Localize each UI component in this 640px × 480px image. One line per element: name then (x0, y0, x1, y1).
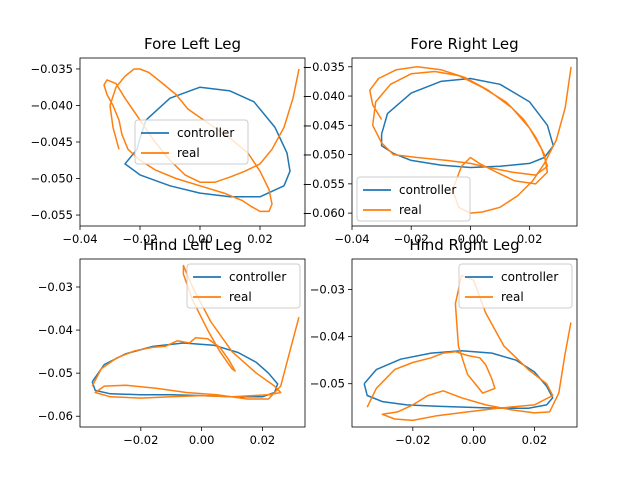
legend-label-real: real (177, 146, 200, 160)
legend-label-controller: controller (177, 126, 234, 140)
subplot-title: Hind Right Leg (409, 236, 519, 254)
subplot-title: Fore Right Leg (410, 35, 518, 53)
subplot-4: Hind Right Leg −0.02 0.00 0.02 −0.05 −0.04 −0.… (310, 236, 578, 447)
series-line-real (103, 68, 300, 213)
y-tick-label: −0.035 (302, 60, 345, 74)
axes-frame (79, 258, 306, 428)
y-tick-label: −0.035 (30, 62, 73, 76)
x-tick-label: −0.04 (62, 232, 97, 246)
x-tick-label: 0.02 (250, 433, 276, 447)
x-tick-label: −0.04 (334, 232, 369, 246)
series-line-real (366, 274, 572, 422)
subplot-2: Fore Right Leg −0.04 −0.02 0.00 0.02 −0.060 −0… (302, 35, 578, 246)
x-tick-label: 0.02 (247, 232, 273, 246)
y-tick-label: −0.04 (38, 323, 73, 337)
legend: controller real (356, 176, 471, 222)
x-tick-label: −0.02 (122, 232, 157, 246)
x-tick-label: −0.02 (395, 433, 430, 447)
legend: controller real (134, 119, 249, 165)
x-tick-label: 0.00 (461, 433, 487, 447)
axes-frame (351, 57, 578, 227)
y-tick-label: −0.055 (30, 208, 73, 222)
legend-label-real: real (501, 290, 524, 304)
series-line-controller (363, 350, 554, 409)
y-tick-label: −0.040 (30, 98, 73, 112)
y-tick-label: −0.045 (302, 118, 345, 132)
y-tick-label: −0.045 (30, 135, 73, 149)
subplot-1: Fore Left Leg −0.04 −0.02 0.00 0.02 −0.055 −0.… (30, 35, 306, 246)
series-line-controller (91, 342, 279, 398)
y-tick-label: −0.06 (38, 409, 73, 423)
legend-label-real: real (229, 290, 252, 304)
series-line-controller (380, 77, 555, 169)
x-tick-label: 0.02 (517, 232, 543, 246)
legend-label-real: real (399, 203, 422, 217)
legend-label-controller: controller (501, 270, 558, 284)
series-line-controller (124, 86, 291, 198)
legend: controller real (458, 263, 573, 309)
axes-frame (351, 258, 578, 428)
y-tick-label: −0.04 (310, 330, 345, 344)
subplot-title: Fore Left Leg (144, 35, 241, 53)
subplot-title: Hind Left Leg (143, 236, 242, 254)
x-tick-label: 0.00 (187, 232, 213, 246)
legend-label-controller: controller (399, 183, 456, 197)
x-tick-label: −0.02 (123, 433, 158, 447)
x-tick-label: −0.02 (394, 232, 429, 246)
legend: controller real (186, 263, 301, 309)
x-tick-label: 0.00 (458, 232, 484, 246)
y-tick-label: −0.050 (302, 148, 345, 162)
series-line-real (91, 264, 300, 400)
legend-label-controller: controller (229, 270, 286, 284)
y-tick-label: −0.05 (38, 366, 73, 380)
y-tick-label: −0.060 (302, 206, 345, 220)
y-tick-label: −0.05 (310, 377, 345, 391)
x-tick-label: 0.00 (189, 433, 215, 447)
y-tick-label: −0.03 (38, 280, 73, 294)
y-tick-label: −0.03 (310, 283, 345, 297)
x-tick-label: 0.02 (522, 433, 548, 447)
y-tick-label: −0.040 (302, 89, 345, 103)
subplot-3: Hind Left Leg −0.02 0.00 0.02 −0.06 −0.05 −0.0… (38, 236, 306, 447)
y-tick-label: −0.050 (30, 172, 73, 186)
y-tick-label: −0.055 (302, 177, 345, 191)
